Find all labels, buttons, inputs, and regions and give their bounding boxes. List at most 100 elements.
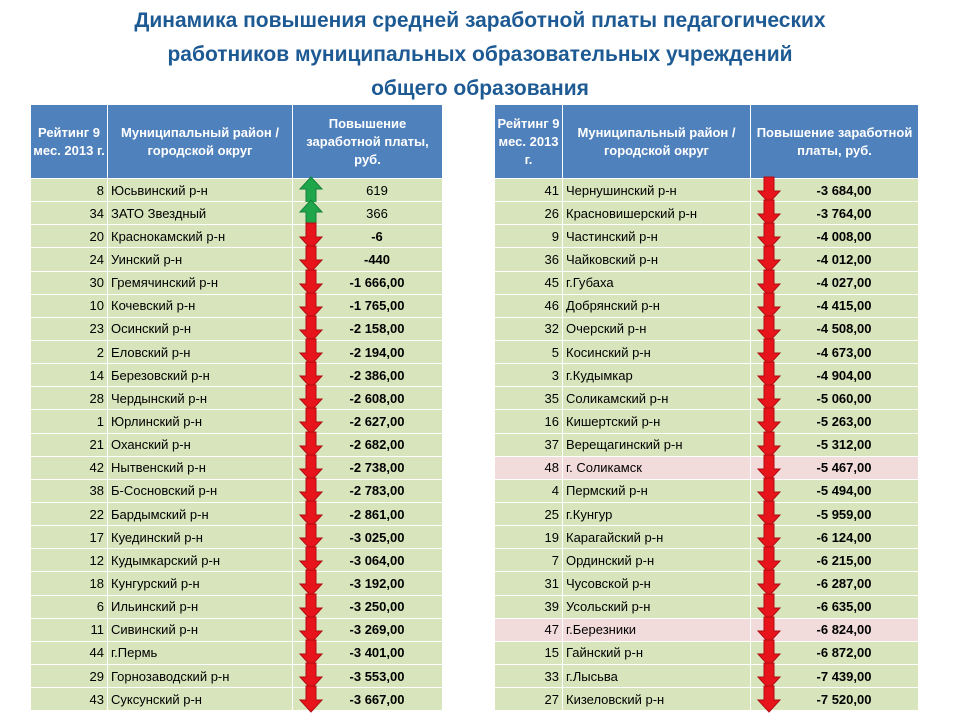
arrow-down xyxy=(298,407,324,436)
rank-cell: 24 xyxy=(30,247,108,272)
value-cell: -5 060,00 xyxy=(750,384,919,413)
district-cell: Юрлинский р-н xyxy=(107,409,293,434)
arrow-down xyxy=(756,315,782,343)
district-cell: Чайковский р-н xyxy=(562,247,751,272)
value-cell: -6 124,00 xyxy=(750,523,919,551)
table-row: 45 г.Губаха -4 027,00 xyxy=(494,269,919,297)
table-body: 41 Чернушинский р-н -3 684,00 26 Красновишер… xyxy=(494,176,919,713)
rank-cell: 31 xyxy=(494,571,563,596)
rank-cell: 2 xyxy=(30,339,108,365)
value-cell: -4 012,00 xyxy=(750,245,919,274)
rank-cell: 20 xyxy=(30,224,108,249)
district-cell: Б-Сосновский р-н xyxy=(107,478,293,503)
rank-cell: 23 xyxy=(30,316,108,341)
district-cell: Добрянский р-н xyxy=(562,293,751,318)
arrow-shape xyxy=(298,569,324,598)
rank-cell: 38 xyxy=(30,478,108,503)
arrow-down xyxy=(298,569,324,598)
arrow-down xyxy=(756,245,782,274)
district-cell: г.Пермь xyxy=(107,640,293,665)
title-line: работников муниципальных образовательных… xyxy=(167,43,793,66)
district-cell: ЗАТО Звездный xyxy=(107,201,293,226)
arrow-shape xyxy=(298,315,324,343)
district-cell: Куединский р-н xyxy=(107,525,293,550)
arrow-shape xyxy=(756,338,782,366)
table-body: 8 Юсьвинский р-н 619 34 ЗАТО Звездный 366 20 Кр… xyxy=(30,176,443,713)
value-cell: -3 401,00 xyxy=(292,639,443,667)
value-cell: -2 738,00 xyxy=(292,454,443,482)
district-cell: г.Губаха xyxy=(562,270,751,295)
district-cell: Еловский р-н xyxy=(107,339,293,365)
table-row: 26 Красновишерский р-н -3 764,00 xyxy=(494,199,919,227)
arrow-down xyxy=(298,315,324,343)
value-cell: -4 008,00 xyxy=(750,222,919,251)
rank-cell: 18 xyxy=(30,571,108,596)
arrow-down xyxy=(756,639,782,667)
table-row: 29 Горнозаводский р-н -3 553,00 xyxy=(30,662,443,690)
district-cell: Пермский р-н xyxy=(562,478,751,503)
district-cell: Оханский р-н xyxy=(107,432,293,457)
rank-cell: 47 xyxy=(494,617,563,642)
table-row: 17 Куединский р-н -3 025,00 xyxy=(30,523,443,551)
header-cell: Муниципальный район / городской округ xyxy=(562,104,751,179)
table-row: 2 Еловский р-н -2 194,00 xyxy=(30,338,443,366)
arrow-down xyxy=(298,384,324,413)
table-row: 44 г.Пермь -3 401,00 xyxy=(30,639,443,667)
district-cell: Кудымкарский р-н xyxy=(107,548,293,573)
value-cell: -4 673,00 xyxy=(750,338,919,366)
table-row: 18 Кунгурский р-н -3 192,00 xyxy=(30,569,443,598)
district-cell: г.Лысьва xyxy=(562,663,751,689)
arrow-shape xyxy=(298,407,324,436)
table-row: 35 Соликамский р-н -5 060,00 xyxy=(494,384,919,413)
district-cell: Осинский р-н xyxy=(107,316,293,341)
arrow-shape xyxy=(298,454,324,482)
arrow-down xyxy=(298,431,324,459)
rank-cell: 21 xyxy=(30,432,108,457)
value-cell: 366 xyxy=(292,199,443,227)
rank-cell: 45 xyxy=(494,270,563,295)
value-cell: -6 635,00 xyxy=(750,593,919,621)
table-row: 25 г.Кунгур -5 959,00 xyxy=(494,500,919,528)
arrow-shape xyxy=(756,546,782,574)
value-cell: -3 250,00 xyxy=(292,593,443,621)
table-row: 24 Уинский р-н -440 xyxy=(30,245,443,274)
rank-cell: 33 xyxy=(494,663,563,689)
arrow-shape xyxy=(298,477,324,505)
value-cell: -3 192,00 xyxy=(292,569,443,598)
arrow-shape xyxy=(298,431,324,459)
arrow-down xyxy=(756,431,782,459)
value-cell: -4 508,00 xyxy=(750,315,919,343)
arrow-shape xyxy=(756,454,782,482)
arrow-shape xyxy=(298,361,324,389)
arrow-shape xyxy=(756,176,782,204)
rank-cell: 39 xyxy=(494,594,563,619)
district-cell: Кизеловский р-н xyxy=(562,687,751,712)
arrow-down xyxy=(756,269,782,297)
header-cell: Повышение заработной платы, руб. xyxy=(292,104,443,179)
table-row: 4 Пермский р-н -5 494,00 xyxy=(494,477,919,505)
value-cell: -5 312,00 xyxy=(750,431,919,459)
arrow-shape xyxy=(298,292,324,320)
table-row: 46 Добрянский р-н -4 415,00 xyxy=(494,292,919,320)
value-cell: -3 553,00 xyxy=(292,662,443,690)
rank-cell: 6 xyxy=(30,594,108,619)
district-cell: Чернушинский р-н xyxy=(562,177,751,203)
rank-cell: 19 xyxy=(494,525,563,550)
rank-cell: 42 xyxy=(30,455,108,480)
district-cell: Кунгурский р-н xyxy=(107,571,293,596)
table-row: 12 Кудымкарский р-н -3 064,00 xyxy=(30,546,443,574)
rank-cell: 17 xyxy=(30,525,108,550)
arrow-shape xyxy=(298,222,324,251)
arrow-shape xyxy=(756,384,782,413)
table-row: 1 Юрлинский р-н -2 627,00 xyxy=(30,407,443,436)
arrow-down xyxy=(756,338,782,366)
table-row: 34 ЗАТО Звездный 366 xyxy=(30,199,443,227)
table-row: 38 Б-Сосновский р-н -2 783,00 xyxy=(30,477,443,505)
rank-cell: 27 xyxy=(494,687,563,712)
header-cell: Повышение заработной платы, руб. xyxy=(750,104,919,179)
arrow-shape xyxy=(756,685,782,713)
value-cell: 619 xyxy=(292,176,443,204)
arrow-shape xyxy=(298,269,324,297)
arrow-down xyxy=(298,292,324,320)
rank-cell: 11 xyxy=(30,617,108,642)
